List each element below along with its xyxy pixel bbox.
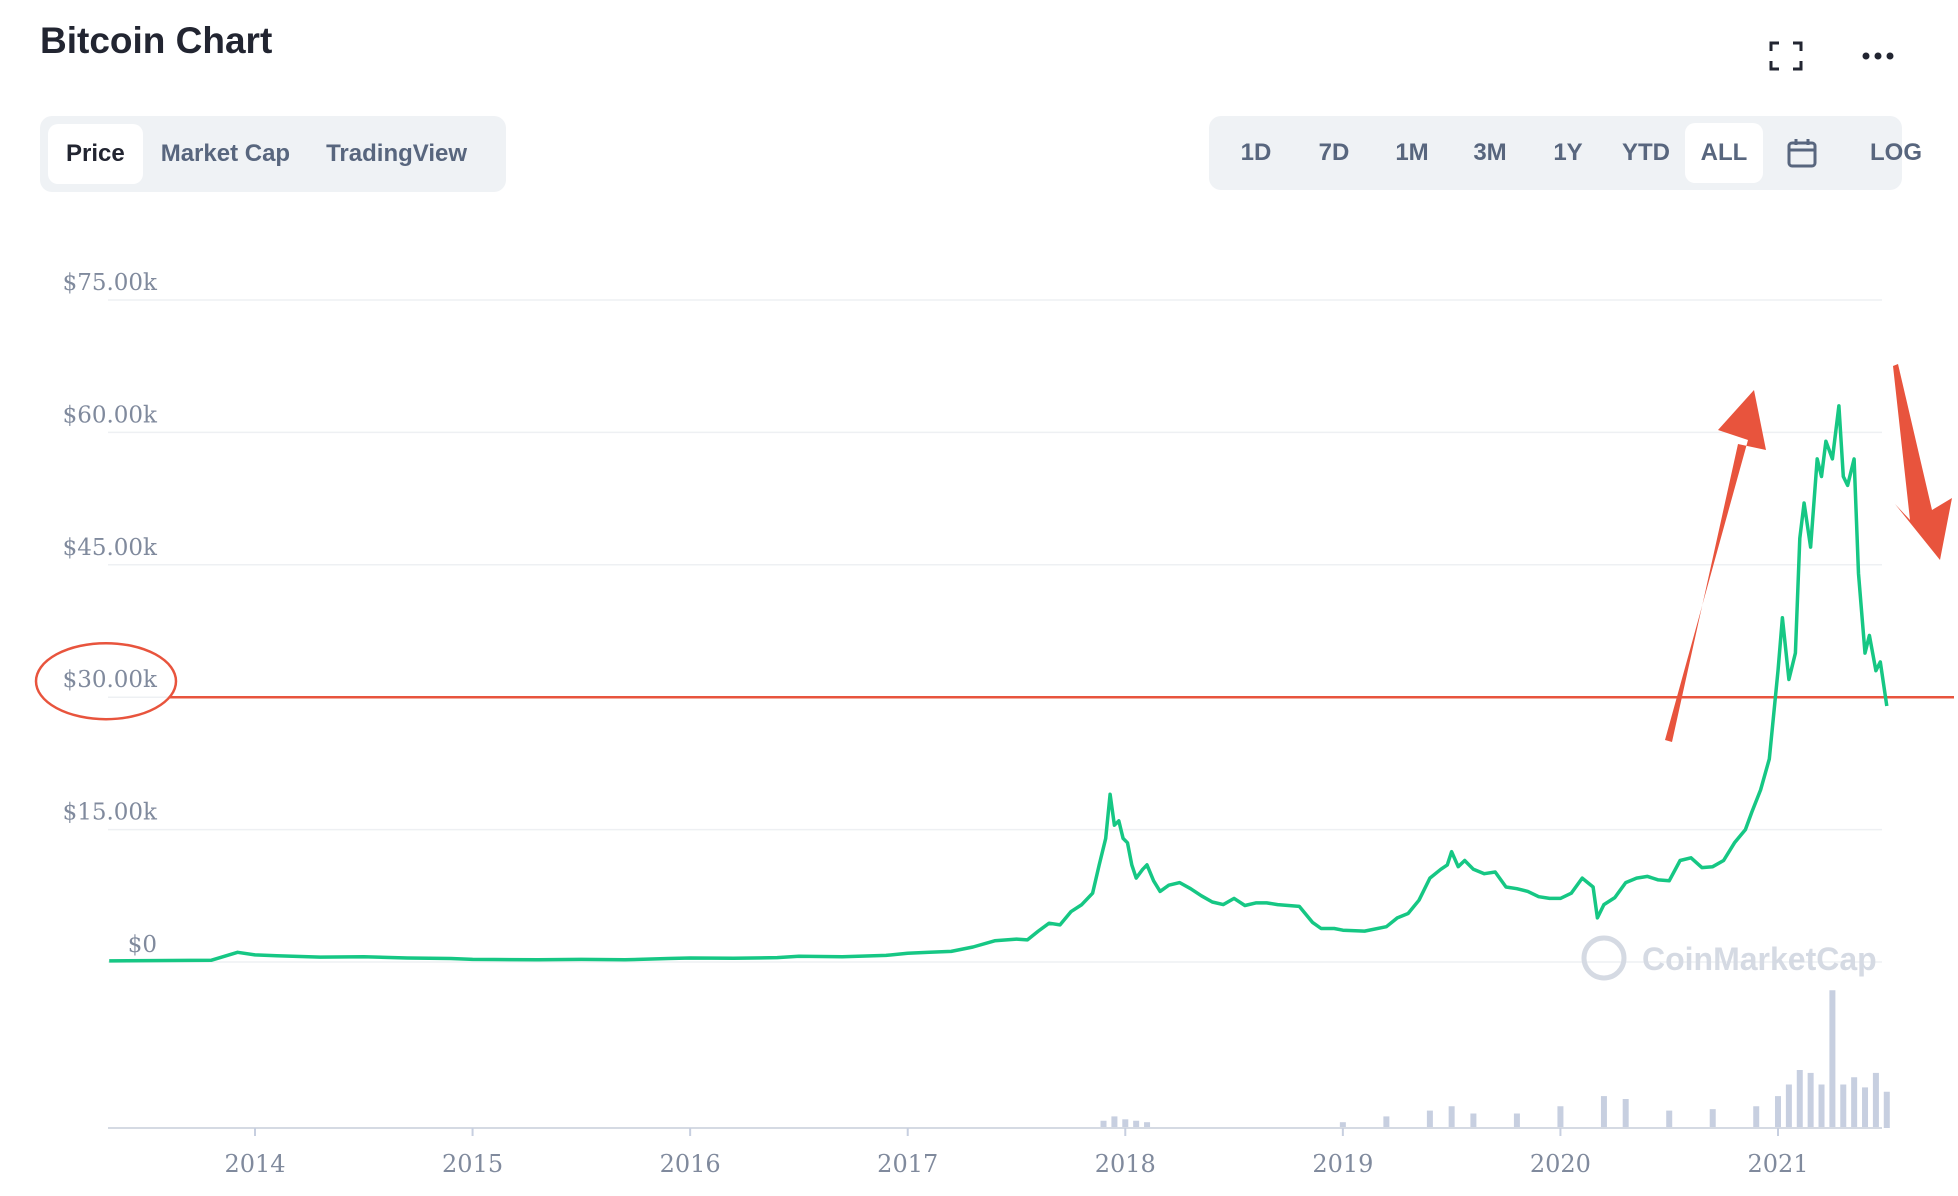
volume-bar — [1448, 1106, 1455, 1128]
volume-bar — [1818, 1084, 1825, 1128]
range-7d[interactable]: 7D — [1318, 139, 1350, 166]
volume-bar — [1470, 1113, 1477, 1128]
log-toggle[interactable]: LOG — [1870, 139, 1922, 166]
header-actions — [1766, 36, 1898, 76]
y-tick-label: $60.00k — [63, 402, 158, 428]
x-tick-label: 2019 — [1312, 1150, 1373, 1178]
y-tick-label: $75.00k — [63, 270, 158, 296]
tab-tradingview[interactable]: TradingView — [326, 140, 468, 167]
volume-bar — [1513, 1113, 1520, 1128]
y-tick-label: $45.00k — [63, 535, 158, 561]
volume-bar — [1753, 1106, 1760, 1128]
highlight-circle-30k — [34, 641, 178, 721]
volume-bar — [1872, 1072, 1879, 1128]
y-tick-label: $30.00k — [63, 667, 158, 693]
annotation-arrow-up — [1665, 390, 1766, 742]
x-tick-label: 2017 — [877, 1150, 938, 1178]
volume-bar — [1883, 1091, 1890, 1128]
price-series-line — [109, 404, 1889, 963]
coinmarketcap-watermark: CoinMarketCap — [1581, 935, 1877, 981]
volume-bar — [1600, 1096, 1607, 1128]
volume-bar — [1100, 1120, 1107, 1128]
range-all[interactable]: ALL — [1685, 123, 1763, 183]
volume-bar — [1144, 1122, 1151, 1128]
tab-market-cap[interactable]: Market Cap — [160, 140, 291, 167]
x-tick-label: 2018 — [1095, 1150, 1156, 1178]
volume-bar — [1829, 990, 1836, 1128]
volume-bar — [1122, 1119, 1129, 1128]
y-tick-label: $15.00k — [63, 800, 158, 826]
volume-bar — [1785, 1084, 1792, 1128]
tab-price[interactable]: Price — [48, 124, 143, 184]
volume-bar — [1709, 1109, 1716, 1128]
volume-bar — [1557, 1106, 1564, 1128]
fullscreen-icon[interactable] — [1766, 36, 1806, 76]
x-tick-label: 2014 — [224, 1150, 285, 1178]
x-tick-label: 2021 — [1747, 1150, 1808, 1178]
y-tick-label: $0 — [128, 932, 157, 958]
volume-bar — [1426, 1110, 1433, 1128]
range-selector: 1D 7D 1M 3M 1Y YTD ALL LOG — [1209, 116, 1922, 190]
volume-bar — [1862, 1087, 1869, 1128]
volume-bar — [1775, 1096, 1781, 1128]
grid-lines — [108, 299, 1882, 963]
chart-type-tabs: Price Market Cap TradingView — [40, 116, 506, 192]
watermark-text: CoinMarketCap — [1642, 941, 1877, 977]
volume-bar — [1807, 1072, 1814, 1128]
volume-bar — [1383, 1116, 1390, 1128]
volume-bar — [1133, 1120, 1140, 1128]
range-1d[interactable]: 1D — [1240, 139, 1272, 166]
y-axis-ticks: $0 $15.00k $30.00k $45.00k $60.00k $75.00k — [63, 270, 158, 958]
volume-bar — [1851, 1077, 1858, 1128]
volume-bar — [1796, 1070, 1803, 1128]
x-axis-ticks: 2014 2015 2016 2017 2018 2019 2020 2021 — [224, 1128, 1809, 1178]
range-1m[interactable]: 1M — [1395, 139, 1429, 166]
range-1y[interactable]: 1Y — [1553, 139, 1583, 166]
volume-bar — [1622, 1099, 1629, 1128]
volume-bar — [1666, 1110, 1673, 1128]
volume-bar — [1840, 1084, 1847, 1128]
range-3m[interactable]: 3M — [1473, 139, 1507, 166]
x-tick-label: 2015 — [442, 1150, 503, 1178]
range-ytd[interactable]: YTD — [1622, 139, 1670, 166]
volume-bars — [1100, 990, 1890, 1128]
calendar-icon[interactable] — [1763, 123, 1841, 183]
volume-bar — [1339, 1122, 1346, 1128]
x-tick-label: 2020 — [1530, 1150, 1591, 1178]
volume-bar — [1111, 1116, 1118, 1128]
x-tick-label: 2016 — [660, 1150, 721, 1178]
annotation-arrow-down — [1893, 364, 1952, 560]
page-title: Bitcoin Chart — [40, 20, 273, 61]
more-icon[interactable] — [1858, 36, 1898, 76]
